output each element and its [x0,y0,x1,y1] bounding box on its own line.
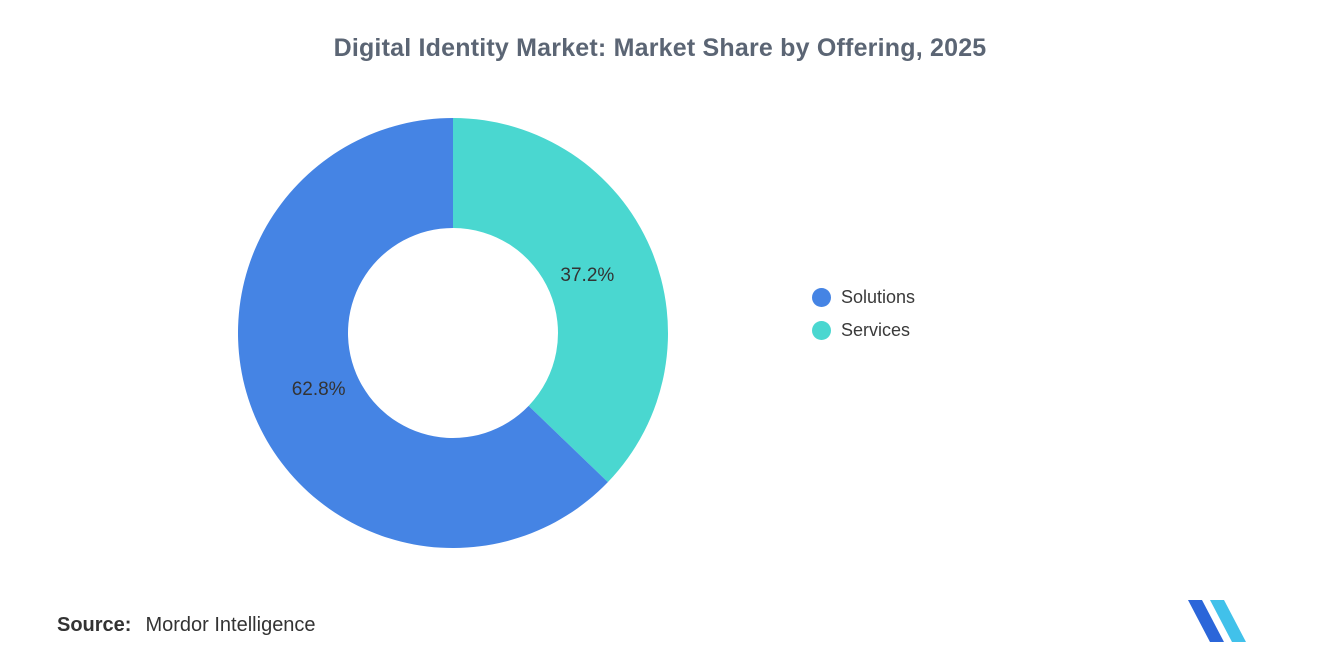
source-line: Source: Mordor Intelligence [57,614,316,637]
donut-slice-solutions [238,118,608,548]
donut-chart: 37.2% 62.8% [233,113,673,553]
chart-legend: Solutions Services [812,284,915,344]
slice-value-label: 37.2% [560,265,614,286]
slice-value-label: 62.8% [292,379,346,400]
legend-label: Solutions [841,287,916,307]
legend-marker [812,321,831,340]
mordor-logo-icon [1188,600,1246,642]
legend-label: Services [841,320,911,340]
donut-slice-services [453,118,668,483]
chart-title: Digital Identity Market: Market Share by… [333,34,987,62]
source-label: Source: [57,614,132,636]
legend-marker [812,288,831,307]
mordor-intelligence-logo [1188,600,1246,642]
legend-item-solutions: Solutions [812,284,915,311]
legend-item-services: Services [812,317,915,344]
source-value: Mordor Intelligence [145,614,316,636]
donut-chart-svg: 37.2% 62.8% [238,118,668,548]
